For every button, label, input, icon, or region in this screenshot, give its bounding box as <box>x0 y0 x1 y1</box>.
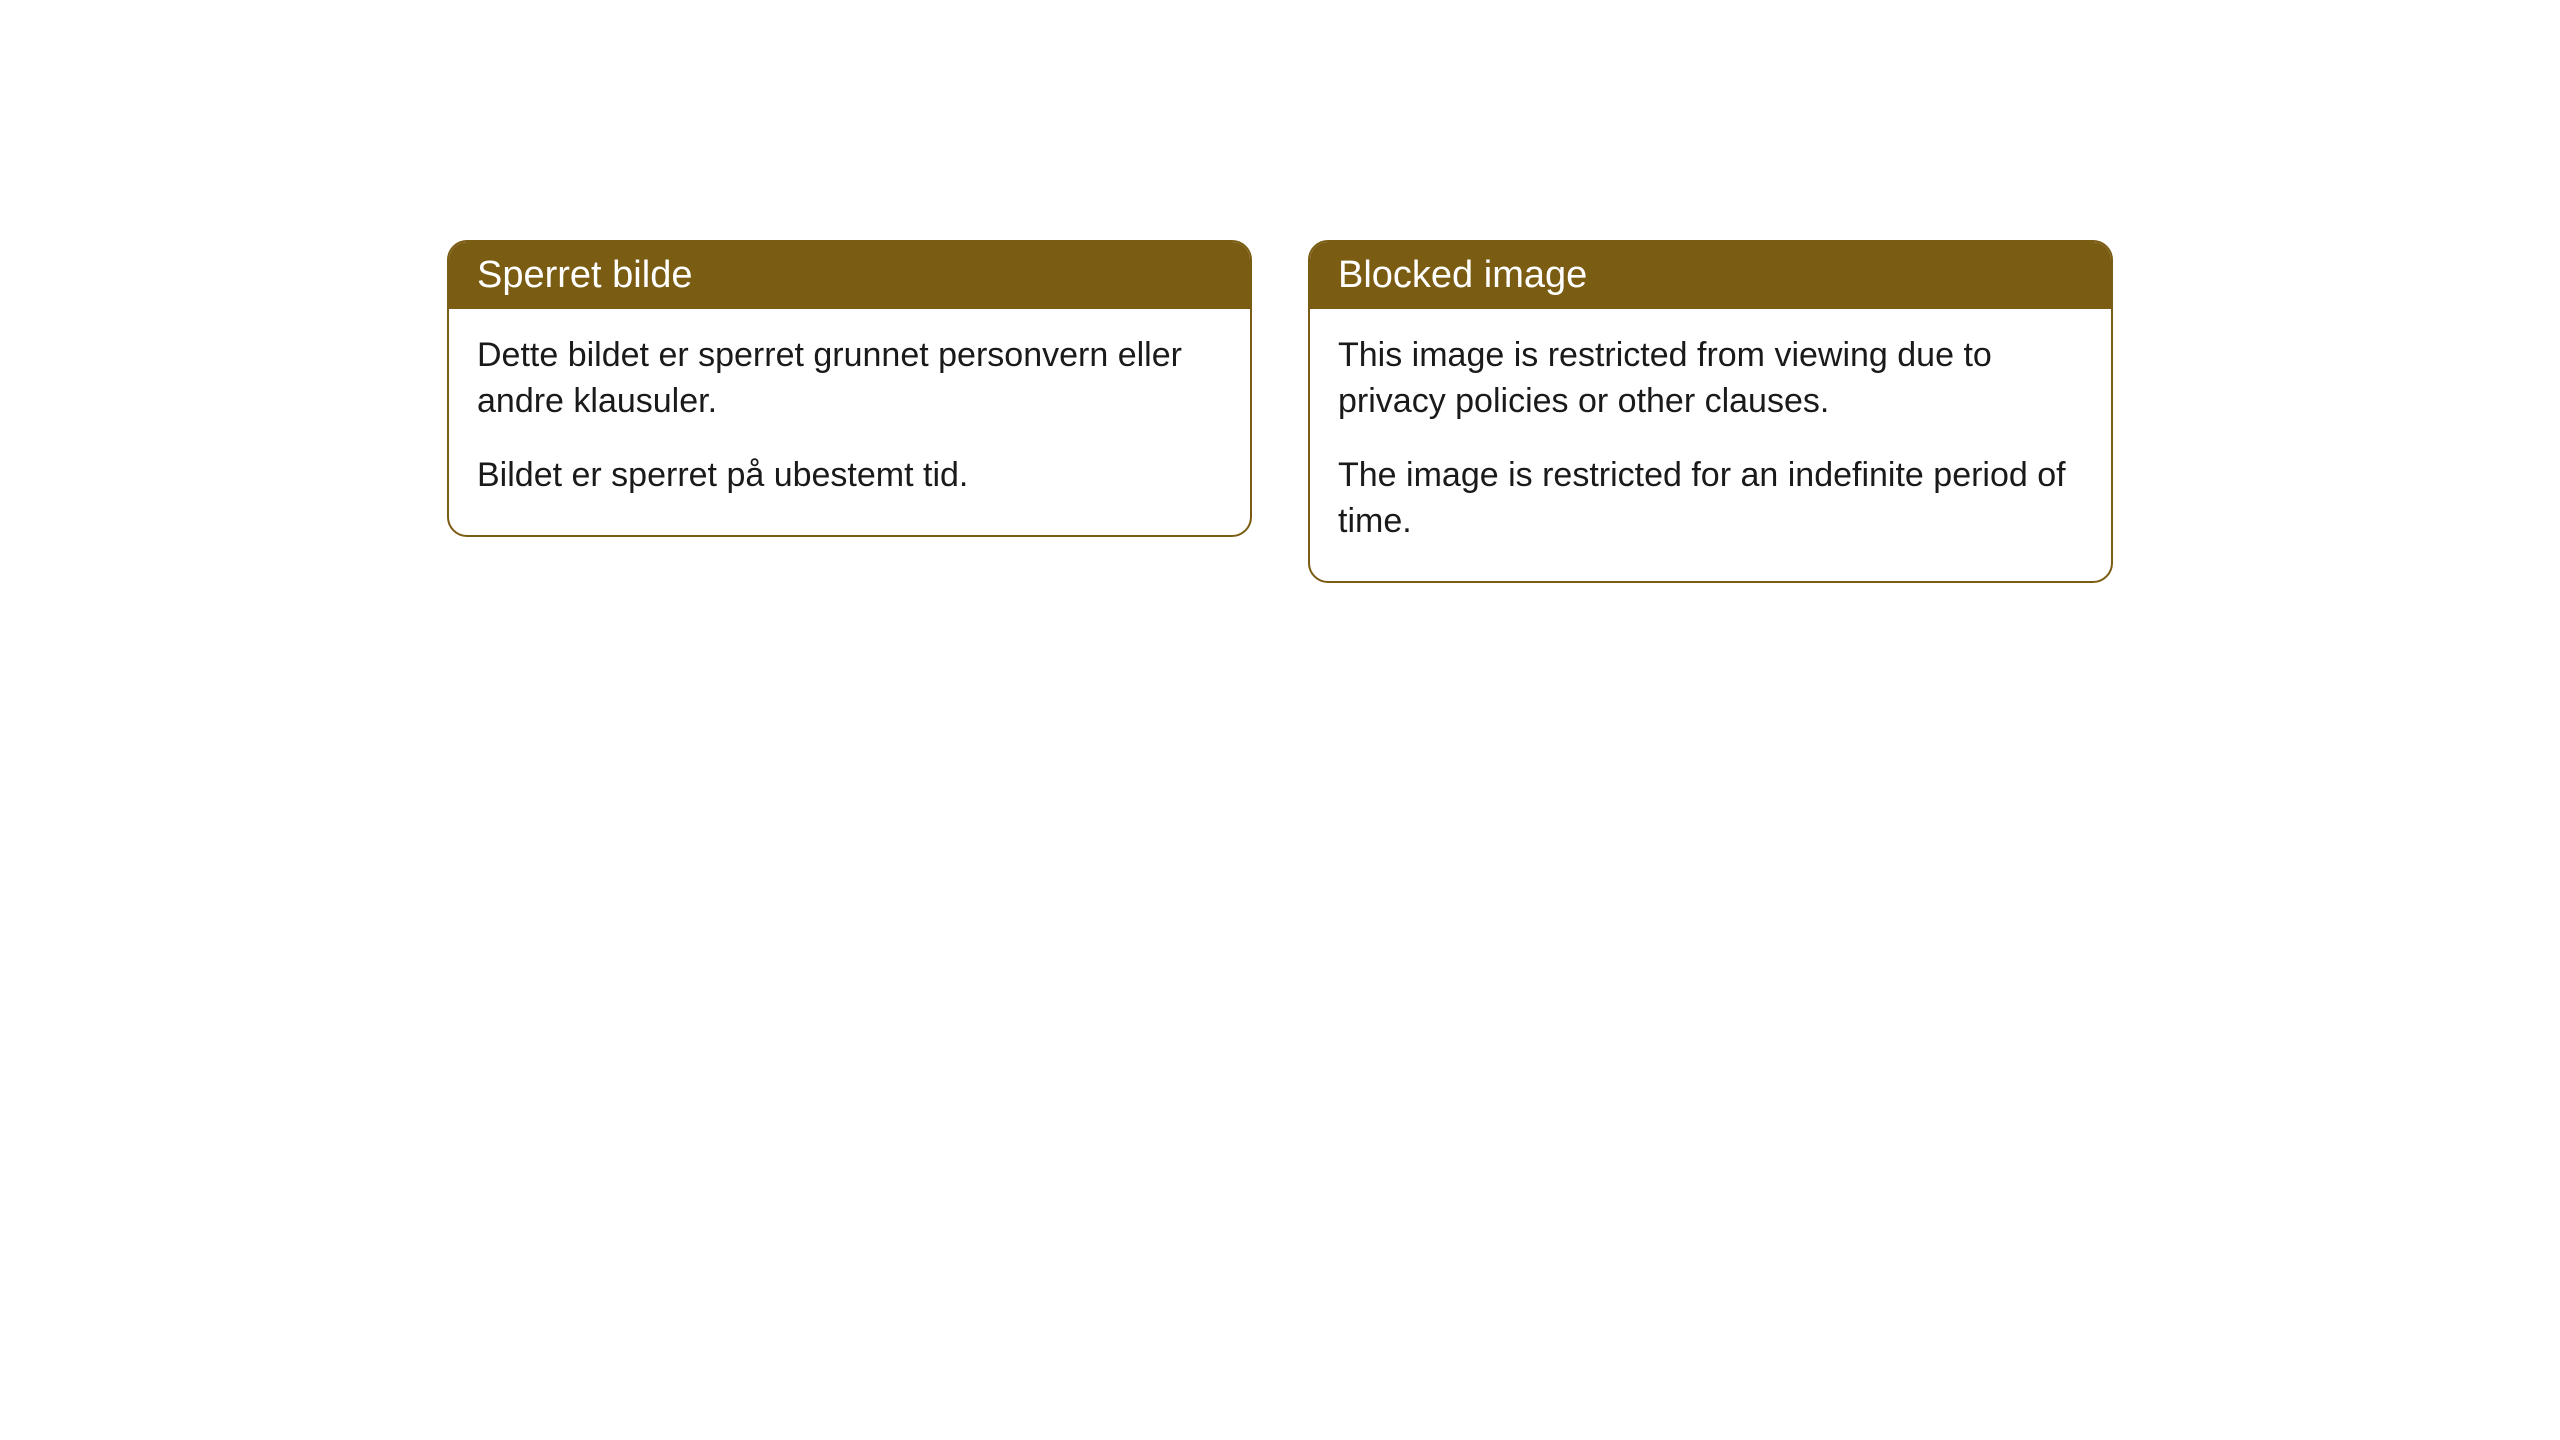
card-paragraph: Dette bildet er sperret grunnet personve… <box>477 333 1222 425</box>
card-header: Sperret bilde <box>449 242 1250 309</box>
card-paragraph: This image is restricted from viewing du… <box>1338 333 2083 425</box>
card-body: This image is restricted from viewing du… <box>1310 309 2111 581</box>
blocked-image-card-norwegian: Sperret bilde Dette bildet er sperret gr… <box>447 240 1252 537</box>
card-title: Blocked image <box>1338 254 1587 296</box>
card-header: Blocked image <box>1310 242 2111 309</box>
card-title: Sperret bilde <box>477 254 692 296</box>
blocked-image-card-english: Blocked image This image is restricted f… <box>1308 240 2113 583</box>
cards-container: Sperret bilde Dette bildet er sperret gr… <box>447 240 2113 1440</box>
card-body: Dette bildet er sperret grunnet personve… <box>449 309 1250 535</box>
card-paragraph: Bildet er sperret på ubestemt tid. <box>477 453 1222 499</box>
card-paragraph: The image is restricted for an indefinit… <box>1338 453 2083 545</box>
